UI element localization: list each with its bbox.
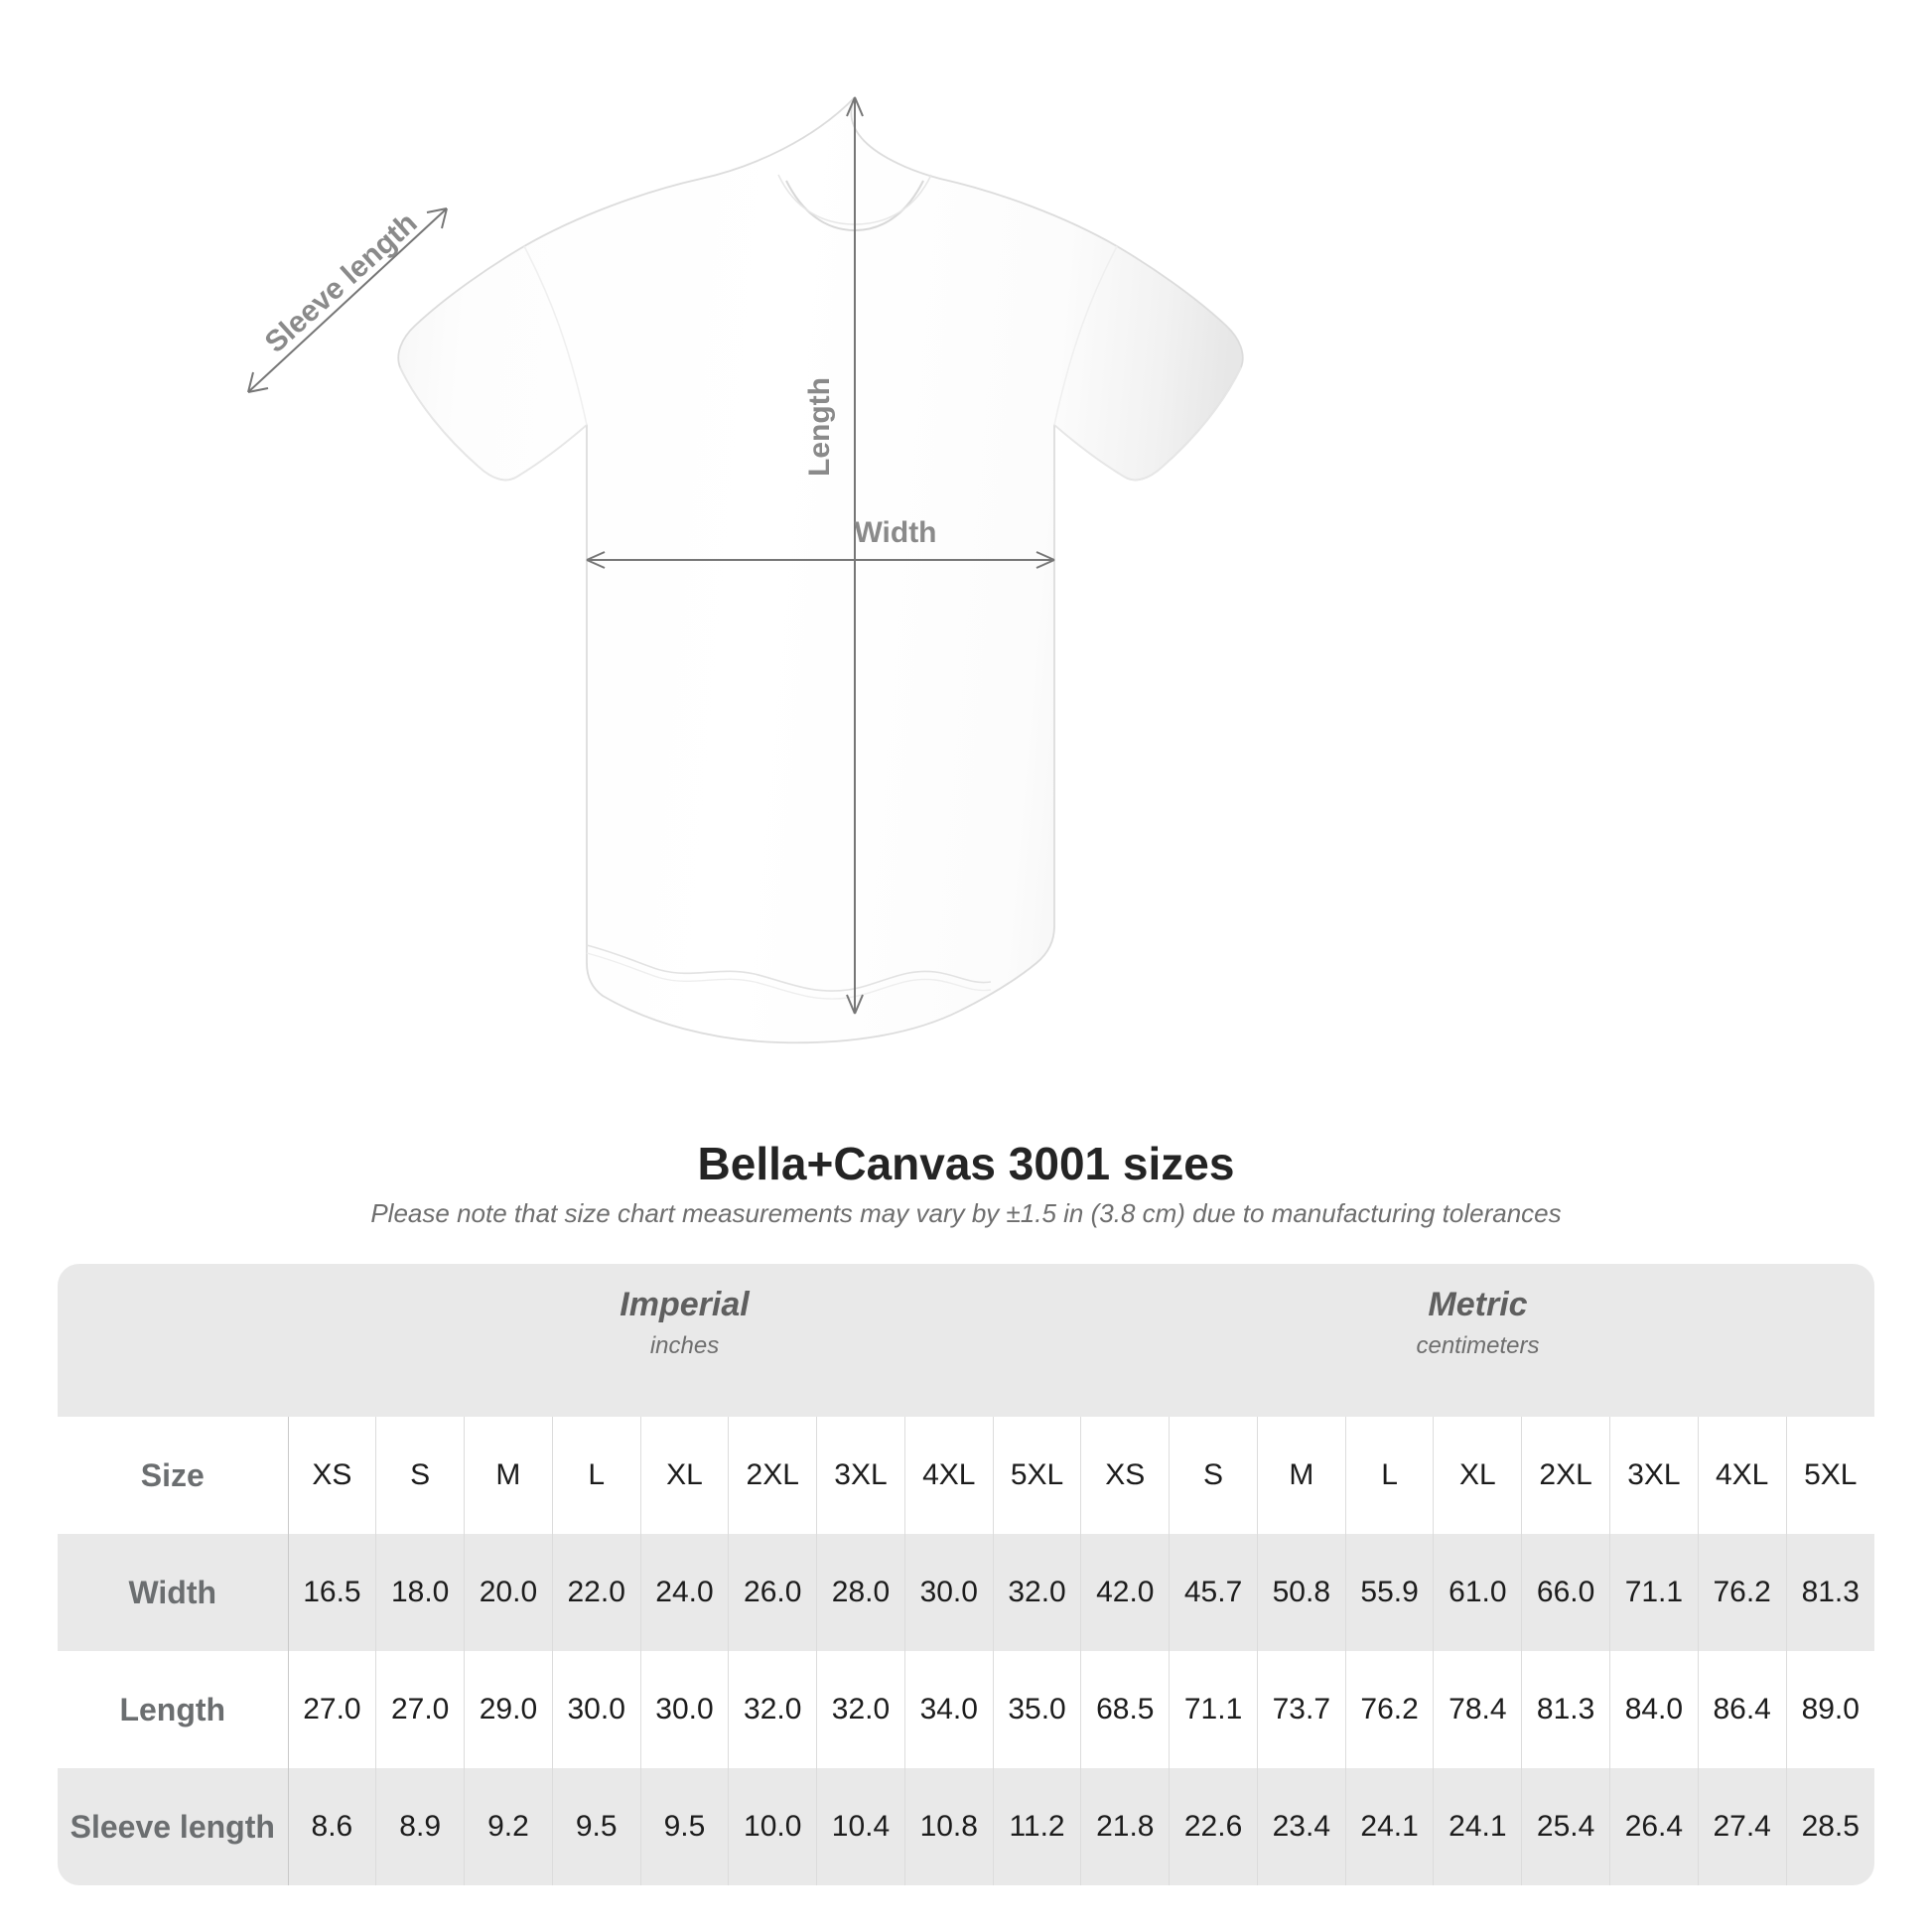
svg-text:Width: Width [854, 516, 936, 549]
svg-text:Sleeve length: Sleeve length [259, 207, 424, 359]
svg-text:Length: Length [803, 377, 836, 477]
